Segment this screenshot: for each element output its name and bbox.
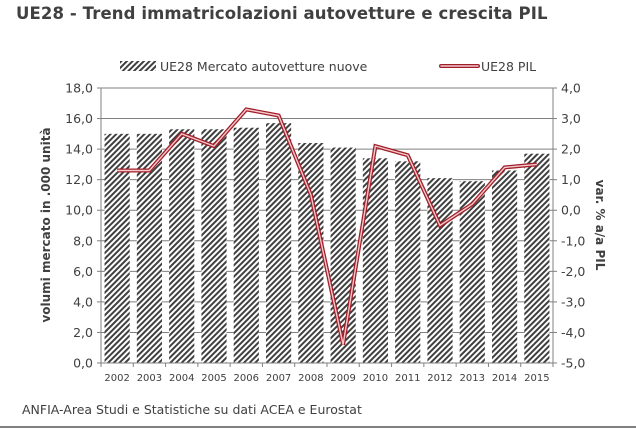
y-tick-label: 16,0: [65, 111, 93, 126]
bar: [201, 129, 227, 363]
y-axis-label: volumi mercato in .000 unità: [39, 127, 53, 322]
x-tick-label: 2007: [266, 373, 291, 384]
x-tick-label: 2014: [492, 373, 517, 384]
y-tick-label: 18,0: [65, 81, 93, 96]
y-right-tick-label: 1,0: [561, 172, 581, 187]
bottom-divider: [0, 426, 636, 428]
bar: [395, 161, 421, 363]
y-right-tick-label: 3,0: [561, 111, 581, 126]
y-tick-label: 8,0: [73, 233, 93, 248]
y-tick-label: 10,0: [65, 203, 93, 218]
bar-series: [104, 123, 550, 363]
y-right-tick-label: -2,0: [561, 264, 585, 279]
bar: [524, 153, 550, 363]
y-tick-label: 12,0: [65, 172, 93, 187]
y-tick-label: 14,0: [65, 142, 93, 157]
bar: [330, 147, 356, 363]
legend: UE28 Mercato autovetture nuove UE28 PIL: [120, 59, 536, 74]
bar: [233, 127, 259, 363]
y-tick-label: 6,0: [73, 264, 93, 279]
y-right-tick-label: -5,0: [561, 356, 585, 371]
chart-title: UE28 - Trend immatricolazioni autovettur…: [16, 4, 548, 23]
y-tick-label: 2,0: [73, 325, 93, 340]
bar: [169, 129, 195, 363]
y-right-tick-label: 2,0: [561, 142, 581, 157]
legend-label-bars: UE28 Mercato autovetture nuove: [160, 59, 368, 74]
y-axis-right-ticks: -5,0 -4,0 -3,0 -2,0 -1,0 0,0 1,0 2,0 3,0 4,0: [561, 81, 585, 371]
source-note: ANFIA-Area Studi e Statistiche su dati A…: [22, 402, 362, 417]
y-tick-label: 0,0: [73, 356, 93, 371]
x-tick-label: 2009: [330, 373, 355, 384]
bar: [298, 143, 324, 363]
line-series: [117, 107, 538, 346]
x-tick-label: 2008: [298, 373, 323, 384]
bar: [491, 170, 518, 363]
y-right-tick-label: -3,0: [561, 294, 585, 309]
axes: [97, 87, 557, 367]
bar: [104, 133, 130, 363]
y-axis-right-label: var. % a/a PIL: [593, 180, 607, 271]
bar: [265, 123, 292, 363]
y-right-tick-label: 4,0: [561, 81, 581, 96]
y-right-tick-label: -1,0: [561, 233, 585, 248]
x-tick-label: 2006: [234, 373, 259, 384]
chart-canvas: 0,0 2,0 4,0 6,0 8,0 10,0 12,0 14,0 16,0 18,0 -5,0…: [39, 59, 607, 384]
x-tick-label: 2010: [363, 373, 388, 384]
y-tick-label: 4,0: [73, 294, 93, 309]
y-axis-ticks: 0,0 2,0 4,0 6,0 8,0 10,0 12,0 14,0 16,0 18,0: [65, 81, 93, 371]
pil-line-inner: [117, 108, 537, 345]
x-tick-label: 2015: [524, 373, 549, 384]
x-tick-label: 2012: [427, 373, 452, 384]
x-tick-label: 2004: [169, 373, 194, 384]
x-axis-ticks: 2002 2003 2004 2005 2006 2007 2008 2009 2010 2011…: [104, 373, 549, 384]
x-tick-label: 2011: [395, 373, 420, 384]
legend-label-line: UE28 PIL: [481, 59, 536, 74]
x-tick-label: 2005: [201, 373, 226, 384]
x-tick-label: 2002: [104, 373, 129, 384]
x-tick-label: 2003: [137, 373, 162, 384]
y-right-tick-label: 0,0: [561, 203, 581, 218]
legend-swatch-bars: [120, 61, 156, 71]
x-tick-label: 2013: [460, 373, 485, 384]
y-right-tick-label: -4,0: [561, 325, 585, 340]
gridlines: [101, 87, 553, 333]
